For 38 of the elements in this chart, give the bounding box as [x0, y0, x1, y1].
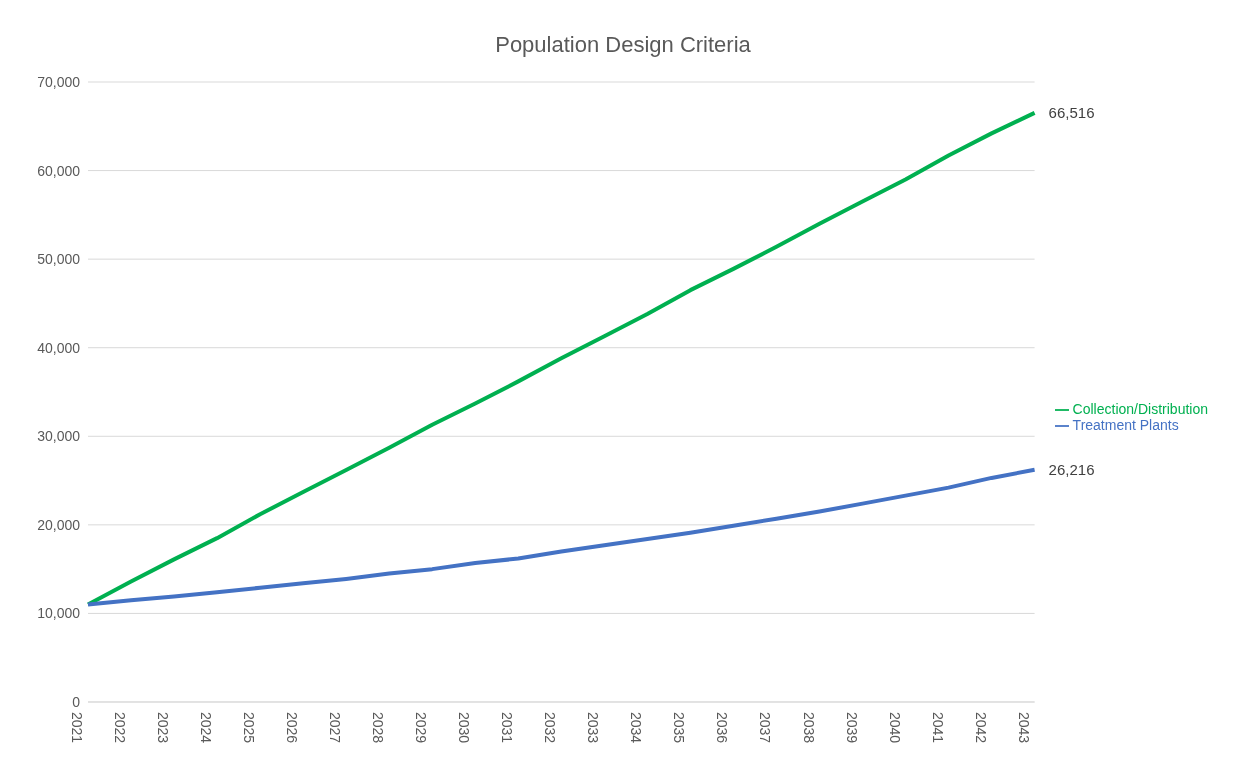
x-tick-label: 2043 [1015, 712, 1032, 744]
y-tick-label: 0 [72, 693, 81, 710]
line-series [86, 110, 1037, 607]
x-tick-label: 2035 [671, 712, 688, 744]
chart-title: Population Design Criteria [494, 31, 752, 59]
x-tick-label: 2021 [69, 712, 86, 744]
data-label: 66,516 [1048, 103, 1095, 121]
y-tick-label: 20,000 [37, 516, 81, 533]
x-tick-label: 2031 [499, 712, 516, 744]
x-tick-label: 2036 [714, 712, 731, 744]
x-tick-label: 2023 [155, 712, 172, 744]
x-tick-label: 2030 [456, 712, 473, 744]
data-label: 26,216 [1048, 460, 1095, 478]
y-tick-label: 40,000 [37, 339, 81, 356]
x-tick-label: 2041 [929, 712, 946, 744]
x-tick-label: 2033 [585, 712, 602, 744]
y-tick-label: 50,000 [37, 251, 81, 268]
x-tick-label: 2038 [800, 712, 817, 744]
y-tick-label: 60,000 [37, 162, 81, 179]
y-tick-label: 30,000 [37, 428, 81, 445]
x-tick-label: 2025 [241, 712, 258, 744]
x-tick-label: 2037 [757, 712, 774, 744]
y-tick-label: 70,000 [37, 73, 81, 90]
x-tick-label: 2032 [542, 712, 559, 744]
x-tick-label: 2024 [198, 712, 215, 744]
x-tick-label: 2022 [112, 712, 129, 744]
x-tick-label: 2034 [628, 712, 645, 744]
legend-label: Treatment Plants [1072, 417, 1179, 433]
x-tick-label: 2028 [370, 712, 387, 744]
y-tick-label: 10,000 [37, 605, 81, 622]
legend-label: Collection/Distribution [1072, 400, 1208, 417]
x-tick-label: 2039 [843, 712, 860, 744]
line-series [86, 467, 1037, 607]
x-tick-label: 2040 [886, 712, 903, 744]
x-tick-label: 2029 [413, 712, 430, 744]
x-tick-label: 2026 [284, 712, 301, 744]
x-tick-label: 2027 [327, 712, 344, 744]
x-tick-label: 2042 [972, 712, 989, 744]
